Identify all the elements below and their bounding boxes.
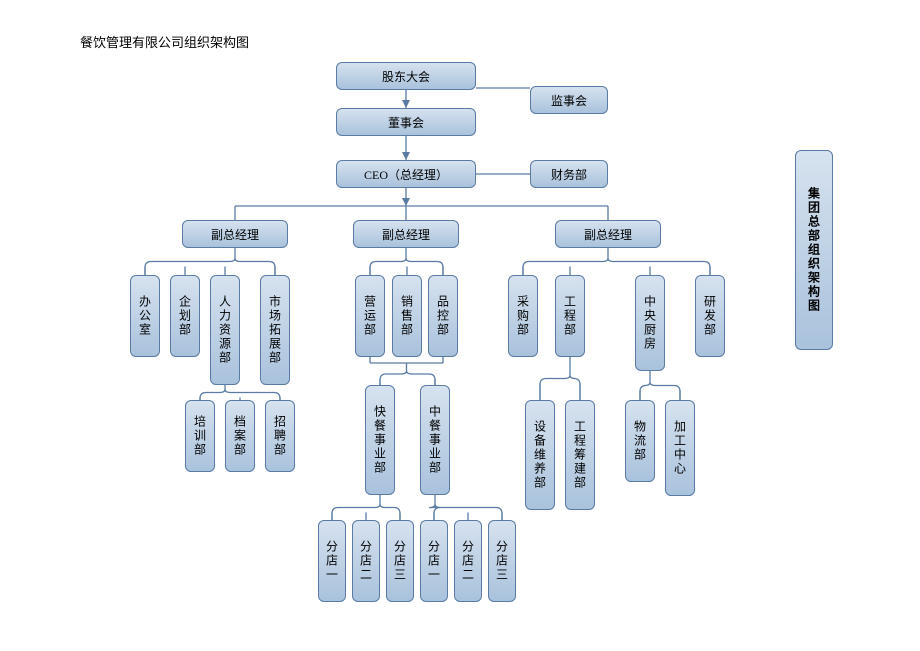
org-node-d2: 企划部 <box>170 275 200 357</box>
org-node-g2: 工程筹建部 <box>565 400 595 510</box>
org-node-g1: 设备维养部 <box>525 400 555 510</box>
org-node-d4: 市场拓展部 <box>260 275 290 385</box>
org-node-n0: 股东大会 <box>336 62 476 90</box>
org-node-s5: 分店二 <box>454 520 482 602</box>
org-node-s4: 分店一 <box>420 520 448 602</box>
org-node-d3: 人力资源部 <box>210 275 240 385</box>
org-node-d9: 工程部 <box>555 275 585 357</box>
page-title: 餐饮管理有限公司组织架构图 <box>80 32 249 51</box>
org-node-d5: 营运部 <box>355 275 385 357</box>
org-node-e1: 培训部 <box>185 400 215 472</box>
side-label: 集团总部组织架构图 <box>795 150 833 350</box>
org-node-h2: 加工中心 <box>665 400 695 496</box>
org-node-d10: 中央厨房 <box>635 275 665 371</box>
org-node-f2: 中餐事业部 <box>420 385 450 495</box>
org-node-e3: 招聘部 <box>265 400 295 472</box>
org-node-s6: 分店三 <box>488 520 516 602</box>
side-label-text: 集团总部组织架构图 <box>806 187 823 313</box>
org-node-n1: 监事会 <box>530 86 608 114</box>
org-node-s2: 分店二 <box>352 520 380 602</box>
org-node-d8: 采购部 <box>508 275 538 357</box>
org-node-d11: 研发部 <box>695 275 725 357</box>
org-node-s1: 分店一 <box>318 520 346 602</box>
org-node-h1: 物流部 <box>625 400 655 482</box>
org-node-d1: 办公室 <box>130 275 160 357</box>
org-node-e2: 档案部 <box>225 400 255 472</box>
org-node-f1: 快餐事业部 <box>365 385 395 495</box>
org-node-n2: 董事会 <box>336 108 476 136</box>
org-node-n3: CEO（总经理） <box>336 160 476 188</box>
org-node-n4: 财务部 <box>530 160 608 188</box>
org-node-n7: 副总经理 <box>555 220 661 248</box>
org-node-d6: 销售部 <box>392 275 422 357</box>
org-node-n5: 副总经理 <box>182 220 288 248</box>
org-node-s3: 分店三 <box>386 520 414 602</box>
org-node-d7: 品控部 <box>428 275 458 357</box>
org-node-n6: 副总经理 <box>353 220 459 248</box>
